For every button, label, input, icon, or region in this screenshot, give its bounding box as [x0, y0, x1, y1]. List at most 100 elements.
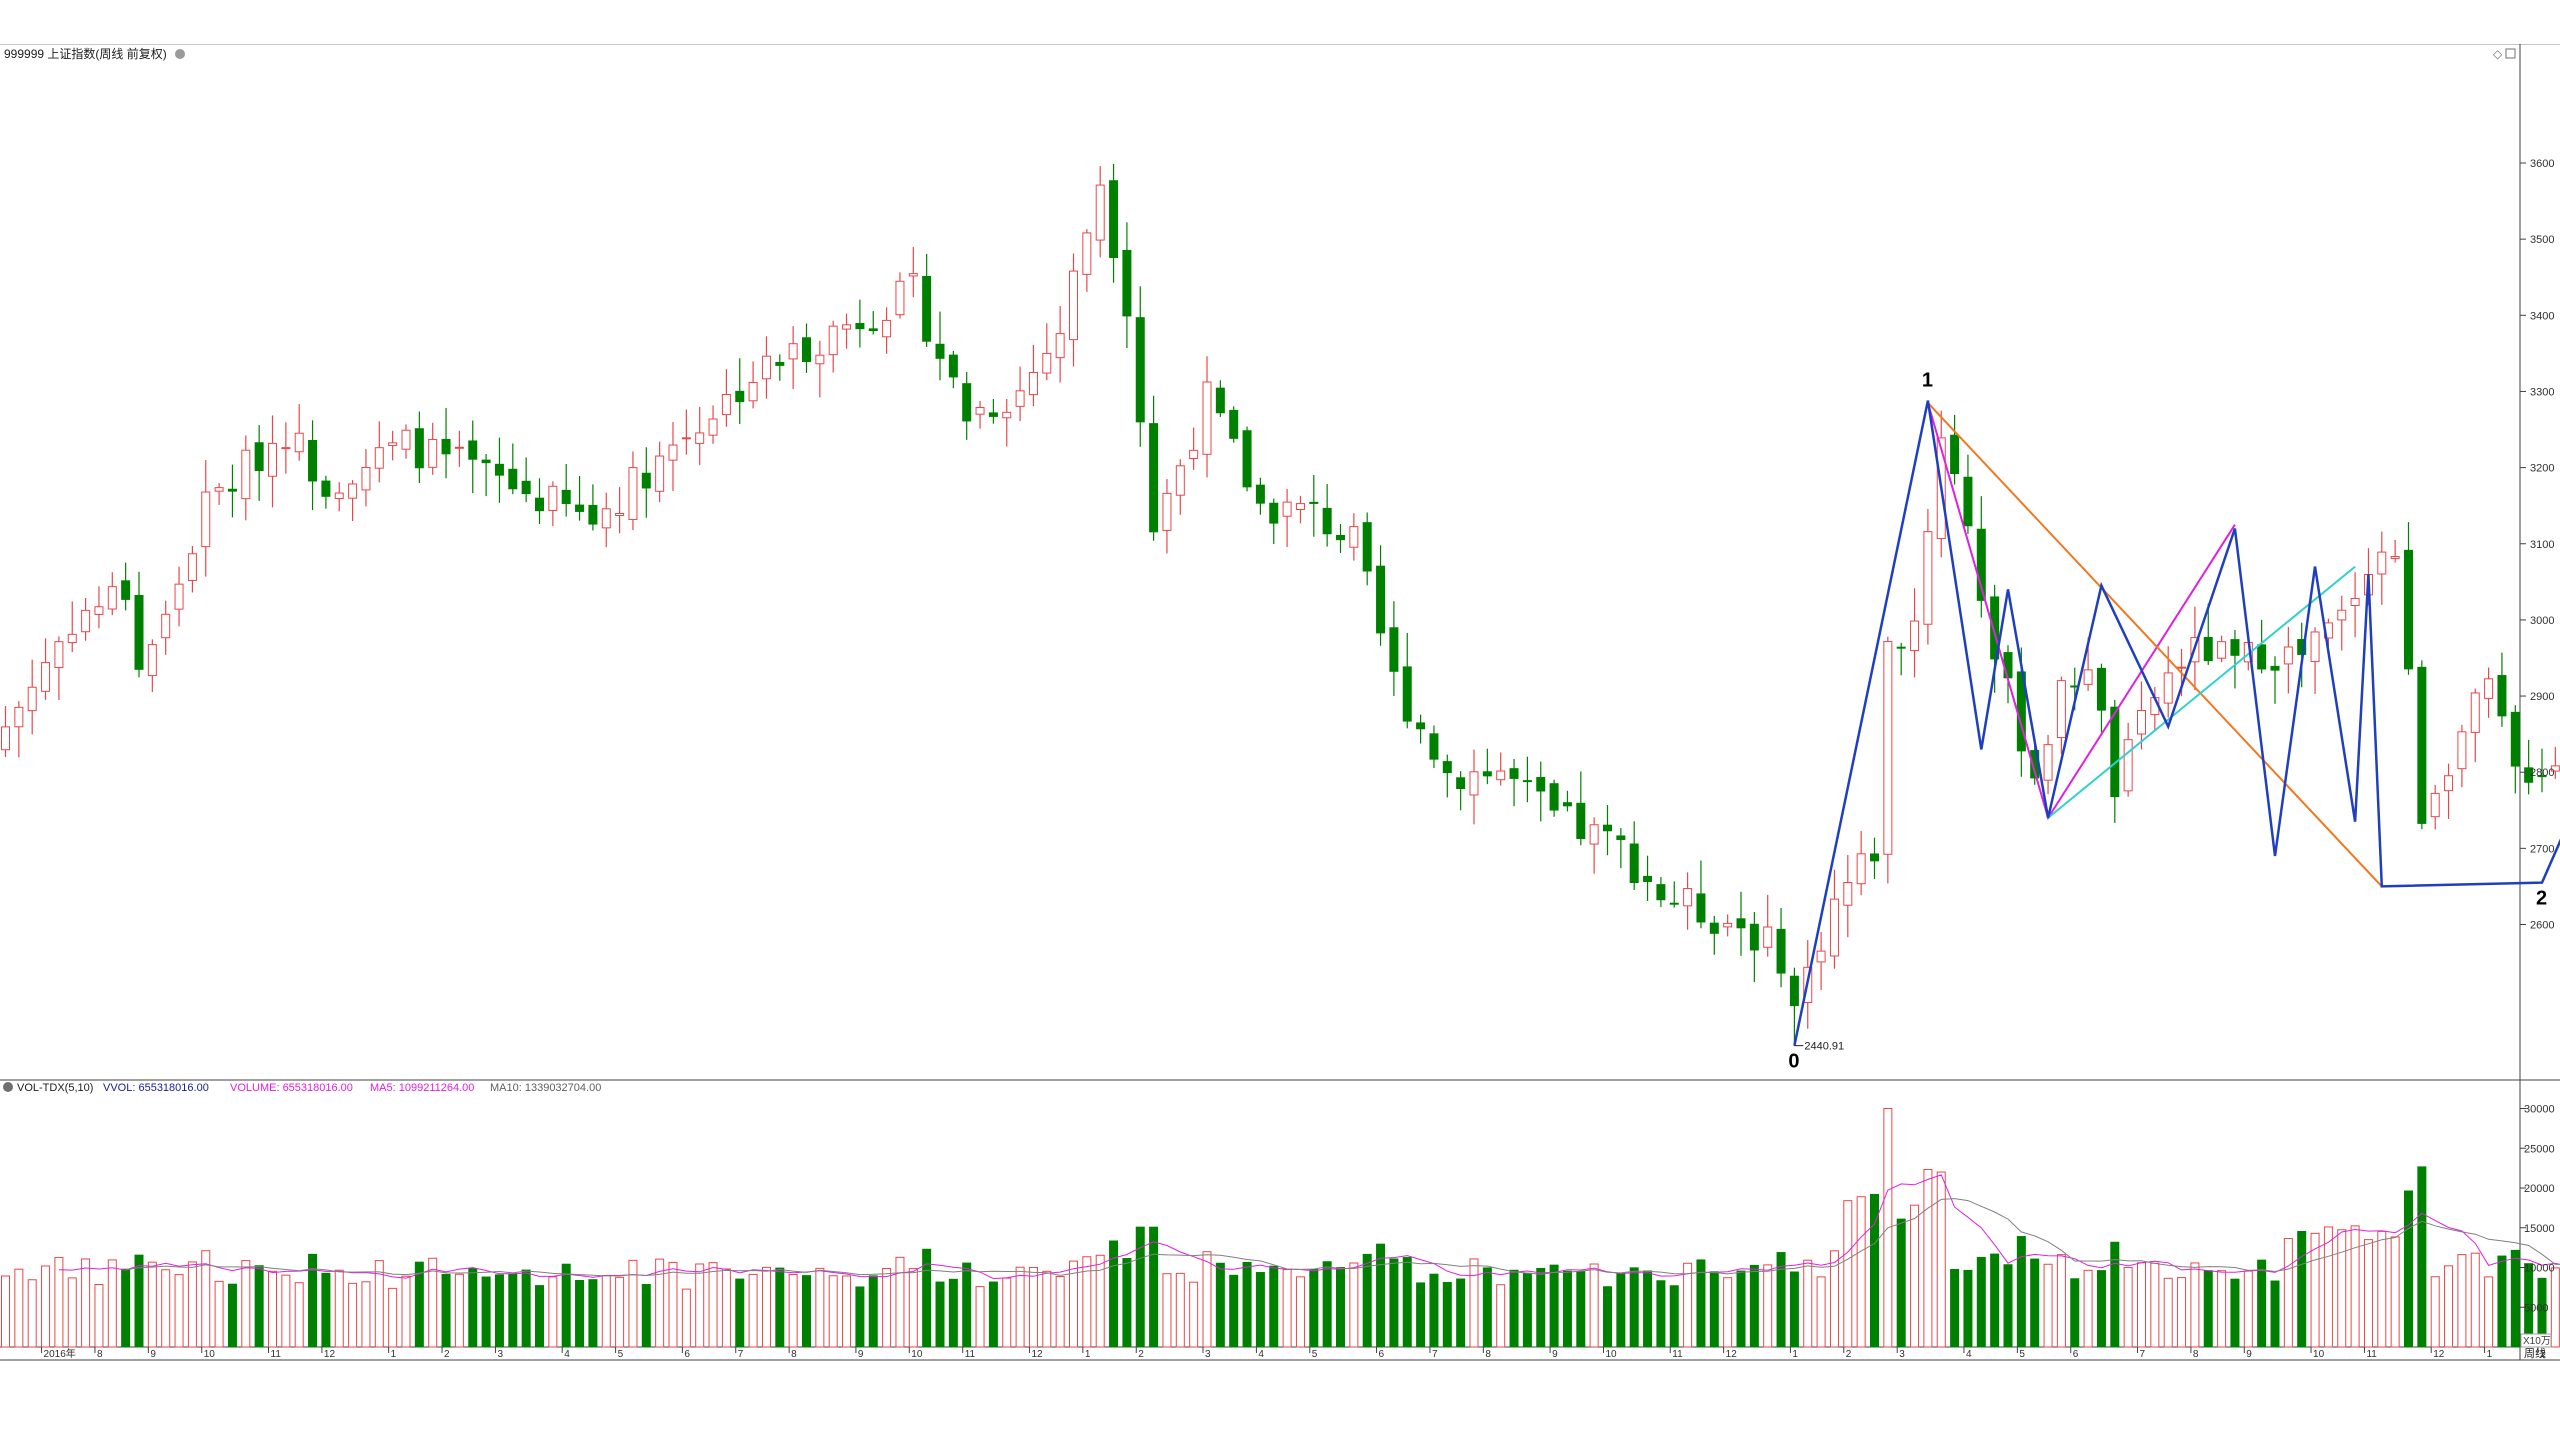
volume-label: VOLUME: 655318016.00 [230, 1082, 353, 1094]
candle-body [1255, 484, 1265, 504]
candle-body [374, 447, 384, 469]
time-tick-label: 2 [1846, 1349, 1852, 1360]
time-tick-label: 9 [150, 1349, 156, 1360]
volume-bar [2150, 1262, 2160, 1348]
candle-body [521, 480, 531, 495]
volume-bar [281, 1274, 291, 1348]
candle-body [1990, 596, 2000, 660]
time-tick-label: 8 [2193, 1349, 2199, 1360]
volume-bar [134, 1254, 144, 1348]
volume-bar [161, 1269, 171, 1348]
volume-bar [1856, 1196, 1866, 1348]
price-tick-label: 3000 [2530, 615, 2554, 627]
volume-bar [1936, 1171, 1946, 1348]
candle-body [761, 355, 771, 380]
candle-body [468, 440, 478, 460]
volume-bar [748, 1273, 758, 1348]
candle-body [561, 489, 571, 504]
volume-bar [1149, 1226, 1159, 1348]
candle-body [107, 586, 117, 610]
indicator-settings-icon[interactable] [3, 1082, 13, 1092]
volume-bar [1963, 1269, 1973, 1348]
candle-body [815, 354, 825, 365]
volume-tick-label: 15000 [2524, 1223, 2555, 1235]
candle-body [922, 276, 932, 342]
candle-body [855, 323, 865, 330]
volume-bar [2363, 1239, 2373, 1348]
volume-bar [828, 1275, 838, 1348]
candle-body [121, 580, 131, 600]
diamond-icon[interactable]: ◇ [2493, 47, 2503, 61]
candle-body [2390, 556, 2400, 559]
wave-point-label: 2 [2536, 888, 2547, 910]
candle-body [1643, 875, 1653, 882]
volume-bar [2404, 1190, 2413, 1348]
time-tick-label: 12 [1726, 1349, 1738, 1360]
volume-bar [2190, 1262, 2200, 1348]
candle-body [1295, 503, 1305, 511]
candle-body [1042, 352, 1052, 374]
volume-bar [1629, 1267, 1639, 1348]
candle-body [1896, 646, 1906, 649]
candle-body [1522, 780, 1532, 783]
candle-body [1709, 922, 1719, 934]
volume-bar [721, 1268, 731, 1348]
candle-body [2110, 706, 2120, 798]
candle-body [788, 343, 798, 360]
volume-bar [2270, 1280, 2280, 1348]
volume-bar [641, 1284, 651, 1348]
candle-body [2337, 609, 2347, 621]
volume-bar [1482, 1267, 1492, 1348]
candle-body [2377, 551, 2387, 575]
volume-bar [2444, 1265, 2454, 1348]
volume-bar [401, 1275, 411, 1348]
title-settings-icon[interactable] [175, 49, 185, 59]
volume-bar [895, 1256, 905, 1348]
volume-bar [227, 1283, 237, 1348]
volume-bar [2470, 1252, 2480, 1348]
candle-body [1883, 640, 1893, 855]
candle-body [508, 468, 518, 490]
volume-bar [588, 1279, 598, 1348]
volume-bar [1389, 1258, 1399, 1348]
candle-body [1976, 528, 1986, 601]
candle-body [1349, 526, 1359, 548]
time-tick-label: 1 [1792, 1349, 1798, 1360]
time-tick-label: 11 [271, 1349, 282, 1360]
volume-bar [935, 1281, 945, 1348]
volume-bar [1683, 1262, 1693, 1348]
volume-bar [1816, 1276, 1826, 1348]
volume-bar [2137, 1262, 2146, 1348]
candle-body [1109, 180, 1119, 259]
candle-body [2497, 675, 2507, 717]
time-tick-label: 8 [97, 1349, 103, 1360]
volume-bar [1028, 1266, 1038, 1348]
volume-bar [1870, 1193, 1879, 1348]
panel-toggle-icon[interactable] [2505, 48, 2516, 59]
candle-body [134, 594, 144, 670]
volume-axis: 5000 10000 15000 20000 25000 30000 [2520, 1104, 2555, 1314]
time-tick-label: 8 [791, 1349, 797, 1360]
candle-body [1015, 390, 1025, 407]
candle-body [1870, 853, 1879, 862]
candle-body [748, 381, 758, 402]
candle-body [94, 606, 104, 615]
volume-bar [1162, 1273, 1172, 1348]
time-tick-label: 6 [2073, 1349, 2079, 1360]
volume-bar [308, 1253, 318, 1348]
ma5-line [58, 1174, 2560, 1280]
candle-body [695, 432, 705, 444]
time-tick-label: 6 [1379, 1349, 1385, 1360]
volume-bar [428, 1257, 438, 1348]
candle-body [1509, 768, 1519, 779]
low-value-label: 2440.91 [1804, 1041, 1844, 1053]
vvol-label: VVOL: 655318016.00 [103, 1082, 209, 1094]
volume-bar [1082, 1256, 1092, 1348]
candle-body [281, 447, 291, 450]
volume-bar [1055, 1276, 1065, 1348]
volume-bar [201, 1250, 211, 1348]
candle-body [1135, 317, 1145, 423]
candle-body [842, 324, 852, 330]
time-tick-label: 12 [324, 1349, 336, 1360]
candle-body [735, 390, 745, 403]
